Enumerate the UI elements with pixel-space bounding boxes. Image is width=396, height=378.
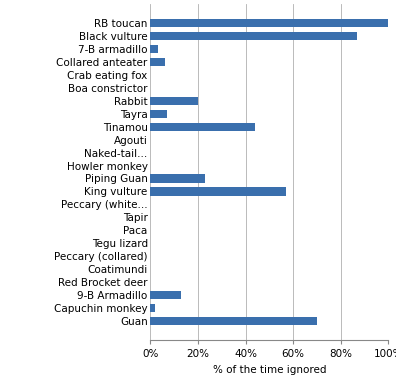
Bar: [150, 58, 165, 66]
Bar: [150, 291, 181, 299]
Bar: [150, 32, 357, 40]
Bar: [150, 45, 158, 53]
Bar: [150, 110, 167, 118]
Bar: [150, 187, 286, 195]
X-axis label: % of the time ignored: % of the time ignored: [213, 365, 326, 375]
Bar: [150, 19, 388, 28]
Bar: [150, 174, 205, 183]
Bar: [150, 316, 317, 325]
Bar: [150, 304, 155, 312]
Bar: [150, 122, 255, 131]
Bar: [150, 97, 198, 105]
